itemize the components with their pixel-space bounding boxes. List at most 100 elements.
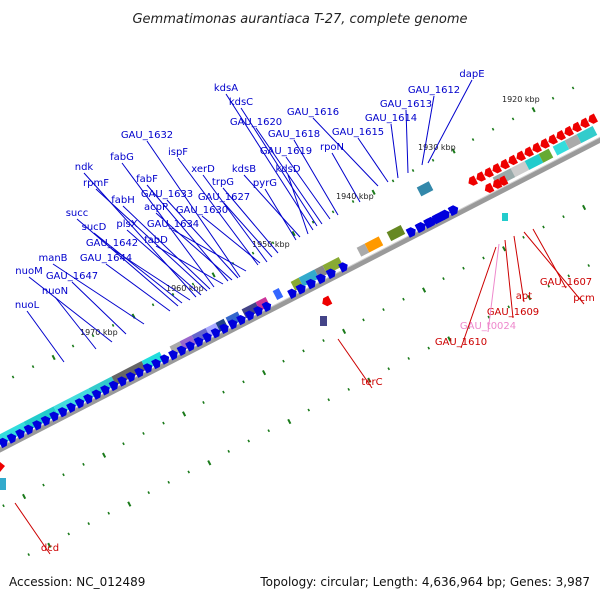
leader-line bbox=[460, 246, 497, 349]
leader-line bbox=[71, 281, 127, 335]
tick-mark bbox=[227, 449, 231, 453]
tick-mark bbox=[91, 334, 95, 338]
tick-mark bbox=[151, 303, 155, 307]
tick-mark bbox=[287, 418, 292, 425]
gene-label[interactable]: GAU_1618 bbox=[268, 129, 320, 140]
gene-arrow-forward bbox=[338, 262, 348, 273]
gene-label[interactable]: xerD bbox=[191, 164, 215, 175]
gene-label[interactable]: GAU_1630 bbox=[176, 205, 228, 216]
gene-label[interactable]: GAU_1647 bbox=[46, 271, 98, 282]
gene-label[interactable]: GAU_1642 bbox=[86, 238, 138, 249]
gene-label[interactable]: terC bbox=[361, 377, 382, 388]
gene-arrow-forward bbox=[40, 415, 51, 427]
gene-label[interactable]: GAU_1612 bbox=[408, 85, 460, 96]
gene-label[interactable]: kdsB bbox=[232, 164, 256, 175]
tick-mark bbox=[447, 336, 452, 342]
gene-label[interactable]: GAU_1615 bbox=[332, 127, 384, 138]
gene-label[interactable]: acpP bbox=[144, 202, 168, 213]
gene-arrow-forward bbox=[315, 273, 326, 285]
leader-line bbox=[111, 248, 191, 301]
gene-label[interactable]: fabH bbox=[111, 195, 135, 206]
gene-label[interactable]: plsX bbox=[116, 219, 137, 230]
gene-label[interactable]: nuoN bbox=[42, 286, 68, 297]
gene-arrow-reverse bbox=[580, 117, 590, 128]
gene-label[interactable]: GAU_1613 bbox=[380, 99, 432, 110]
tick-mark bbox=[351, 200, 355, 203]
gene-label[interactable]: GAU_1609 bbox=[487, 307, 539, 318]
gene-label[interactable]: kdsD bbox=[275, 164, 300, 175]
gene-arrow-forward bbox=[325, 268, 336, 280]
gene-arrow-reverse bbox=[540, 138, 550, 149]
gene-label[interactable]: trpG bbox=[212, 177, 234, 188]
gene-label[interactable]: ispF bbox=[168, 147, 188, 158]
gene-label[interactable]: ndk bbox=[75, 162, 94, 173]
gene-label[interactable]: GAU_1614 bbox=[365, 113, 417, 124]
gene-label[interactable]: apt bbox=[516, 291, 532, 302]
gene-label[interactable]: sucD bbox=[82, 222, 107, 233]
gene-label[interactable]: rpoN bbox=[320, 142, 344, 153]
gene-arrow-forward bbox=[244, 310, 255, 321]
leader-line bbox=[155, 212, 233, 281]
gene-label[interactable]: dapE bbox=[459, 69, 484, 80]
gene-label[interactable]: GAU_t0024 bbox=[460, 321, 516, 332]
gene-label[interactable]: GAU_1633 bbox=[141, 189, 193, 200]
gene-label[interactable]: pcm bbox=[573, 293, 595, 304]
gene-labels: dapE GAU_1612 GAU_1613 GAU_1614 GAU_1615 kdsA… bbox=[14, 69, 595, 555]
gene-arrow-forward bbox=[236, 314, 246, 326]
gene-arrow-forward bbox=[49, 411, 59, 422]
gene-label[interactable]: GAU_1610 bbox=[435, 337, 487, 348]
gene-arrow-forward bbox=[125, 371, 136, 383]
gene-label[interactable]: fabG bbox=[110, 152, 134, 163]
tick-mark bbox=[311, 220, 315, 224]
gene-label[interactable]: pyrG bbox=[253, 178, 277, 189]
gene-label[interactable]: succ bbox=[66, 208, 89, 219]
leader-line bbox=[523, 231, 585, 305]
gene-arrow-reverse bbox=[508, 154, 518, 166]
leader-line bbox=[26, 310, 65, 363]
tick-mark bbox=[442, 277, 445, 281]
gene-arrow-forward bbox=[193, 336, 204, 348]
gene-label[interactable]: fabF bbox=[136, 174, 158, 185]
gene-label[interactable]: GAU_1616 bbox=[287, 107, 339, 118]
gene-arrow-forward bbox=[83, 393, 93, 405]
gene-arrow-forward bbox=[23, 424, 34, 435]
gene-label[interactable]: fabD bbox=[144, 235, 168, 246]
tick-mark bbox=[347, 387, 351, 391]
feature-block bbox=[272, 288, 284, 300]
tick-mark bbox=[547, 284, 551, 288]
gene-label[interactable]: manB bbox=[38, 253, 67, 264]
tick-mark bbox=[42, 483, 45, 487]
tick-mark bbox=[102, 452, 107, 458]
gene-label[interactable]: kdsA bbox=[214, 83, 238, 94]
gene-label[interactable]: GAU_1634 bbox=[147, 219, 199, 230]
tick-mark bbox=[411, 169, 415, 173]
leader-line bbox=[287, 174, 309, 235]
gene-label[interactable]: GAU_1620 bbox=[230, 117, 282, 128]
gene-label[interactable]: GAU_1632 bbox=[121, 130, 173, 141]
gene-label[interactable]: kdsC bbox=[229, 97, 253, 108]
tick-mark bbox=[542, 225, 545, 229]
gene-label[interactable]: GAU_1619 bbox=[260, 146, 312, 157]
gene-label[interactable]: GAU_1644 bbox=[80, 253, 132, 264]
gene-arrow-reverse bbox=[500, 158, 510, 170]
gene-label[interactable]: nuoL bbox=[15, 300, 40, 311]
tick-mark bbox=[202, 400, 205, 404]
gene-label[interactable]: GAU_1627 bbox=[198, 192, 250, 203]
leader-line bbox=[532, 228, 567, 289]
gene-label[interactable]: nuoM bbox=[15, 266, 42, 277]
tick-mark bbox=[111, 323, 115, 327]
gene-arrow-reverse bbox=[524, 146, 534, 157]
gene-label[interactable]: rpmF bbox=[83, 178, 109, 189]
feature-block bbox=[386, 225, 406, 242]
tick-mark bbox=[222, 390, 225, 394]
tick-mark bbox=[147, 491, 151, 495]
gene-arrow-reverse bbox=[572, 121, 582, 133]
tick-mark bbox=[422, 287, 427, 293]
feature-block bbox=[564, 134, 582, 150]
tick-mark bbox=[511, 117, 515, 121]
gene-arrow-forward bbox=[0, 437, 8, 449]
gene-label[interactable]: dcd bbox=[41, 543, 59, 554]
forward-gene-arrows bbox=[0, 205, 459, 449]
gene-arrow-reverse bbox=[498, 175, 509, 186]
tick-mark bbox=[267, 429, 271, 433]
